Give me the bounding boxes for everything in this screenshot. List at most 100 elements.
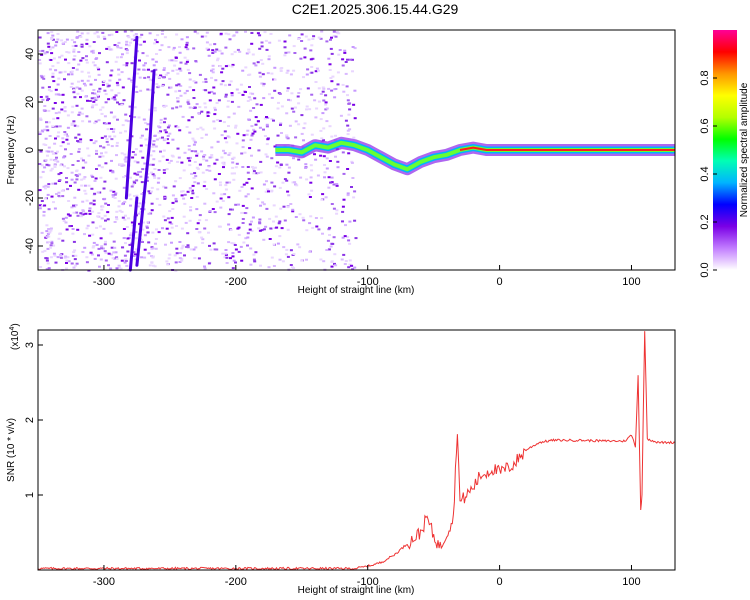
spectrogram-speck: [175, 252, 179, 255]
spectrogram-speck: [257, 172, 261, 174]
spectrogram-speck: [40, 164, 44, 167]
spectrogram-speck: [245, 52, 249, 55]
spectrogram-speck: [274, 165, 278, 168]
spectrogram-speck: [161, 227, 164, 230]
spectrogram-speck: [242, 134, 246, 137]
spectrogram-speck: [74, 136, 78, 139]
spectrogram-speck: [110, 69, 114, 72]
spectrogram-speck: [284, 253, 288, 256]
spectrogram-speck: [263, 117, 267, 120]
spectrogram-speck: [161, 136, 164, 139]
spectrogram-speck: [46, 193, 50, 196]
spectrogram-speck: [190, 197, 194, 199]
spectrogram-speck: [44, 257, 48, 260]
spectrogram-speck: [56, 61, 60, 64]
spectrogram-speck: [54, 152, 58, 155]
spectrogram-speck: [58, 71, 62, 74]
spectrogram-speck: [264, 190, 268, 193]
spectrogram-speck: [215, 200, 219, 203]
spectrogram-speck: [175, 225, 178, 227]
spectrogram-speck: [183, 151, 187, 154]
spectrogram-speck: [233, 172, 236, 175]
spectrogram-speck: [94, 78, 97, 81]
spectrogram-speck: [335, 212, 339, 215]
spectrogram-speck: [193, 257, 197, 259]
spectrogram-speck: [325, 157, 329, 160]
spectrogram-speck: [117, 92, 121, 95]
spectrogram-speck: [91, 51, 95, 54]
spectrogram-speck: [219, 206, 223, 209]
spectrogram-speck: [352, 136, 356, 139]
spectrogram-speck: [85, 261, 89, 264]
spectrogram-speck: [325, 107, 329, 110]
spectrogram-speck: [126, 250, 130, 253]
spectrogram-speck: [184, 221, 188, 224]
spectrogram-speck: [106, 143, 110, 146]
spectrogram-speck: [180, 161, 184, 164]
spectrogram-speck: [186, 232, 190, 235]
spectrogram-speck: [88, 75, 91, 78]
spectrogram-speck: [211, 52, 215, 54]
spectrogram-speck: [289, 73, 293, 76]
spectrogram-speck: [235, 88, 239, 91]
spectrogram-speck: [248, 228, 252, 231]
spectrogram-speck: [270, 118, 274, 121]
spectrogram-speck: [175, 106, 179, 109]
spectrogram-speck: [277, 39, 281, 42]
snr-x-ticks: -300 -200 -100 0 100: [93, 565, 641, 588]
spectrogram-speck: [77, 188, 81, 191]
spectrogram-speck: [111, 195, 115, 198]
spectrogram-speck: [83, 176, 87, 179]
spectrogram-speck: [227, 196, 231, 199]
spectrogram-speck: [81, 251, 85, 253]
spectrogram-speck: [115, 256, 119, 259]
spectrogram-speck: [39, 266, 43, 268]
spectrogram-speck: [186, 157, 190, 160]
spectrogram-speck: [114, 192, 118, 195]
spectrogram-speck: [272, 265, 276, 267]
spectrogram-speck: [121, 246, 124, 249]
spectrogram-speck: [319, 118, 323, 121]
spectrogram-speck: [300, 114, 304, 117]
spectrogram-speck: [65, 51, 69, 53]
spectrogram-speck: [286, 69, 290, 72]
spectrogram-speck: [232, 259, 236, 262]
spectrogram-speck: [328, 234, 331, 236]
spectrogram-speck: [285, 179, 289, 182]
spectrogram-speck: [66, 213, 70, 216]
spectrogram-speck: [166, 217, 170, 220]
spectrogram-speck: [222, 166, 225, 169]
spectrogram-speck: [223, 137, 227, 140]
spectrogram-speck: [166, 142, 170, 145]
spectrogram-speck: [252, 168, 256, 170]
spectrogram-speck: [305, 105, 309, 108]
spectrogram-speck: [294, 106, 297, 109]
spectrogram-speck: [83, 184, 87, 187]
spectrogram-speck: [151, 231, 155, 234]
spectrogram-speck: [148, 108, 152, 111]
spectrogram-speck: [246, 244, 249, 247]
spectrogram-speck: [185, 41, 189, 44]
spectrogram-speck: [139, 210, 143, 213]
spectrogram-speck: [133, 116, 137, 119]
spectrogram-speck: [81, 112, 84, 115]
spectrogram-speck: [143, 248, 147, 251]
spectrogram-speck: [52, 201, 55, 204]
spectrogram-speck: [45, 235, 49, 238]
snr-x-tick-label: 0: [497, 576, 503, 588]
spectrogram-speck: [210, 90, 214, 93]
spectrogram-speck: [107, 84, 111, 87]
spectrogram-speck: [308, 250, 312, 253]
spectrogram-speck: [61, 101, 65, 104]
spectrogram-speck: [162, 69, 166, 71]
spectrogram-speck: [76, 125, 80, 128]
spectrogram-speck: [153, 176, 157, 179]
spectrogram-speck: [218, 65, 222, 68]
spectrogram-speck: [211, 49, 215, 52]
spectrogram-speck: [50, 37, 54, 40]
spectrogram-speck: [248, 73, 252, 76]
spectrogram-speck: [109, 189, 113, 192]
spectrogram-speck: [47, 86, 51, 89]
spectrogram-speck: [65, 262, 68, 264]
spectrogram-speck: [231, 166, 235, 169]
